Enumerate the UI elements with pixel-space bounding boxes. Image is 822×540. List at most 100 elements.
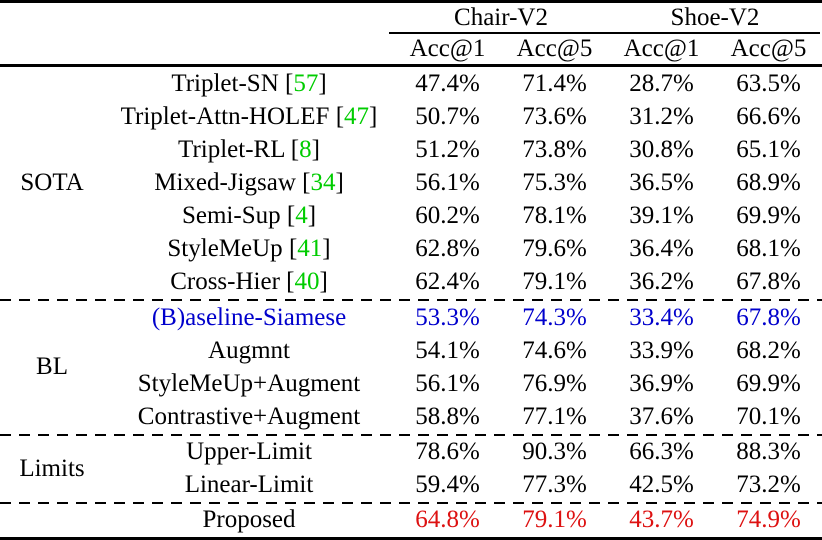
acc5-shoe-value: 69.9% <box>736 202 801 230</box>
citation-bracket-close: ] <box>318 69 327 97</box>
acc5-chair-value: 73.6% <box>522 102 587 130</box>
method-cell: Upper-Limit <box>104 438 394 466</box>
citation-bracket-open: [ <box>278 69 294 97</box>
method-label: StyleMeUp+Augment <box>137 369 361 397</box>
acc5-shoe-value: 68.1% <box>736 235 801 263</box>
method-label: Mixed-Jigsaw <box>154 168 296 196</box>
group-bl: BL (B)aseline-Siamese 53.3% 74.3% 33.4% … <box>0 301 822 434</box>
method-label: StyleMeUp <box>167 235 283 263</box>
citation-number: 8 <box>299 135 312 163</box>
table-row-baseline: (B)aseline-Siamese 53.3% 74.3% 33.4% 67.… <box>104 301 822 334</box>
method-label: Contrastive+Augment <box>137 402 361 430</box>
dataset-header-row: Chair-V2 Shoe-V2 <box>0 3 822 32</box>
citation-number: 40 <box>294 268 320 296</box>
method-label: Triplet-RL <box>178 135 285 163</box>
acc1-shoe-value: 33.9% <box>629 336 694 364</box>
table-rule-bottom <box>0 537 822 540</box>
table-row: Cross-Hier [40] 62.4% 79.1% 36.2% 67.8% <box>104 266 822 299</box>
table-row: Contrastive+Augment 58.8% 77.1% 37.6% 70… <box>104 400 822 433</box>
citation-number: 34 <box>310 168 336 196</box>
acc1-chair-value: 53.3% <box>415 303 480 331</box>
acc5-chair-value: 90.3% <box>522 438 587 466</box>
citation-number: 57 <box>293 69 319 97</box>
citation-bracket-open: [ <box>329 102 345 130</box>
acc5-chair-value: 71.4% <box>522 69 587 97</box>
citation-bracket-open: [ <box>282 235 298 263</box>
table-body: SOTA Triplet-SN [57] 47.4% 71.4% 28.7% 6… <box>0 67 822 537</box>
citation-number: 4 <box>295 202 308 230</box>
acc5-shoe-value: 68.2% <box>736 336 801 364</box>
table-row: Triplet-RL [8] 51.2% 73.8% 30.8% 65.1% <box>104 133 822 166</box>
acc1-shoe-value: 37.6% <box>629 402 694 430</box>
acc5-chair-value: 74.6% <box>522 336 587 364</box>
acc1-shoe-value: 39.1% <box>629 202 694 230</box>
method-cell: Augmnt <box>104 337 394 365</box>
method-label: Triplet-SN <box>171 69 279 97</box>
acc1-shoe-value: 36.2% <box>629 268 694 296</box>
acc1-shoe-value: 30.8% <box>629 135 694 163</box>
acc5-shoe-value: 88.3% <box>736 438 801 466</box>
acc1-shoe-value: 31.2% <box>629 102 694 130</box>
citation-bracket-open: [ <box>295 168 311 196</box>
method-label: Cross-Hier <box>170 268 280 296</box>
group-sota: SOTA Triplet-SN [57] 47.4% 71.4% 28.7% 6… <box>0 67 822 299</box>
acc5-shoe-value: 74.9% <box>736 506 801 534</box>
acc1-shoe-value: 66.3% <box>629 438 694 466</box>
method-cell: Triplet-RL [8] <box>104 136 394 164</box>
acc5-shoe-value: 67.8% <box>736 268 801 296</box>
citation-bracket-close: ] <box>322 235 331 263</box>
method-label: Semi-Sup <box>181 202 281 230</box>
citation-number: 47 <box>344 102 370 130</box>
acc1-chair-value: 60.2% <box>415 202 480 230</box>
acc1-shoe-value: 43.7% <box>629 506 694 534</box>
table-row-proposed: Proposed 64.8% 79.1% 43.7% 74.9% <box>104 504 822 537</box>
method-cell: StyleMeUp [41] <box>104 235 394 263</box>
metric-header-acc5-shoe: Acc@5 <box>730 35 807 62</box>
group-limits: Limits Upper-Limit 78.6% 90.3% 66.3% 88.… <box>0 436 822 502</box>
acc1-shoe-value: 33.4% <box>629 303 694 331</box>
acc1-shoe-value: 28.7% <box>629 69 694 97</box>
acc5-shoe-value: 67.8% <box>736 303 801 331</box>
method-cell: Triplet-SN [57] <box>104 70 394 98</box>
method-label: Augmnt <box>208 336 290 364</box>
metric-header-row: Acc@1 Acc@5 Acc@1 Acc@5 <box>0 34 822 64</box>
citation-number: 41 <box>297 235 323 263</box>
table-rule-under-datasets <box>0 32 822 34</box>
acc1-chair-value: 56.1% <box>415 369 480 397</box>
acc5-chair-value: 78.1% <box>522 202 587 230</box>
table-row: Upper-Limit 78.6% 90.3% 66.3% 88.3% <box>104 436 822 469</box>
table-row: Mixed-Jigsaw [34] 56.1% 75.3% 36.5% 68.9… <box>104 166 822 199</box>
method-cell: Mixed-Jigsaw [34] <box>104 169 394 197</box>
method-label: Proposed <box>202 506 296 534</box>
table-rule-under-header <box>0 64 822 67</box>
method-cell: Cross-Hier [40] <box>104 268 394 296</box>
acc5-chair-value: 74.3% <box>522 303 587 331</box>
method-cell: Linear-Limit <box>104 471 394 499</box>
citation-bracket-close: ] <box>335 168 344 196</box>
metric-header-acc1-shoe: Acc@1 <box>623 35 700 62</box>
citation-bracket-open: [ <box>279 268 295 296</box>
acc5-shoe-value: 69.9% <box>736 369 801 397</box>
acc5-shoe-value: 66.6% <box>736 102 801 130</box>
dashed-separator <box>0 501 822 504</box>
acc1-chair-value: 56.1% <box>415 168 480 196</box>
acc5-chair-value: 79.6% <box>522 235 587 263</box>
acc5-chair-value: 77.1% <box>522 402 587 430</box>
method-cell: StyleMeUp+Augment <box>104 370 394 398</box>
group-proposed: Proposed 64.8% 79.1% 43.7% 74.9% <box>0 504 822 537</box>
table-row: StyleMeUp [41] 62.8% 79.6% 36.4% 68.1% <box>104 233 822 266</box>
acc5-chair-value: 75.3% <box>522 168 587 196</box>
table-row: Triplet-SN [57] 47.4% 71.4% 28.7% 63.5% <box>104 67 822 100</box>
group-label-empty <box>0 504 104 537</box>
acc5-chair-value: 76.9% <box>522 369 587 397</box>
citation-bracket-close: ] <box>369 102 378 130</box>
table-row: Linear-Limit 59.4% 77.3% 42.5% 73.2% <box>104 469 822 502</box>
acc1-shoe-value: 36.4% <box>629 235 694 263</box>
table-row: Semi-Sup [4] 60.2% 78.1% 39.1% 69.9% <box>104 200 822 233</box>
acc5-chair-value: 73.8% <box>522 135 587 163</box>
table-row: Triplet-Attn-HOLEF [47] 50.7% 73.6% 31.2… <box>104 100 822 133</box>
method-label: Triplet-Attn-HOLEF <box>120 102 330 130</box>
method-label: Linear-Limit <box>184 471 314 499</box>
acc1-chair-value: 50.7% <box>415 102 480 130</box>
